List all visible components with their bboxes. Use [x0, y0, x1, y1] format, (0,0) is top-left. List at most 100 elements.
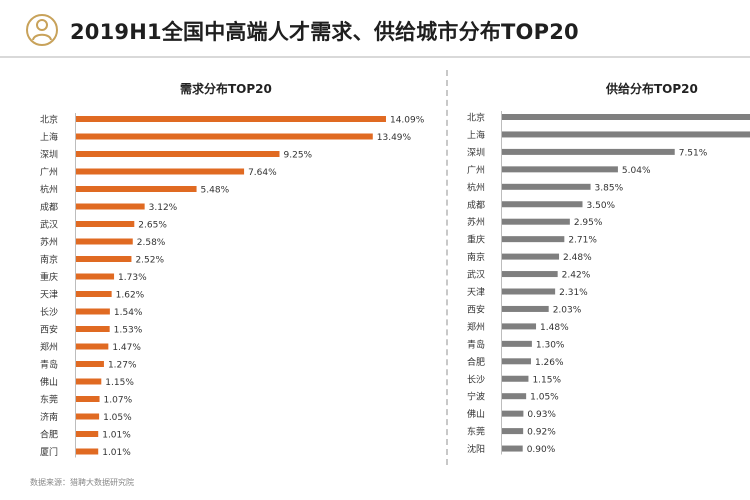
- bar: [502, 253, 560, 260]
- category-label: 深圳: [40, 150, 58, 161]
- bar: [502, 305, 549, 312]
- demand-bar-chart: 北京 14.09% 上海 13.49% 深圳 9.25% 广州 7.64% 杭州 5.48% 成都 3…: [40, 113, 425, 458]
- category-label: 东莞: [40, 394, 58, 406]
- bar: [76, 291, 112, 297]
- value-label: 0.90%: [527, 445, 556, 455]
- value-label: 1.15%: [532, 375, 561, 385]
- bar: [76, 396, 100, 402]
- bar: [502, 183, 591, 190]
- bar: [502, 410, 524, 417]
- category-label: 苏州: [467, 216, 485, 228]
- value-label: 2.71%: [568, 236, 597, 246]
- category-label: 深圳: [467, 147, 485, 158]
- bar: [502, 201, 583, 208]
- value-label: 1.62%: [116, 291, 145, 301]
- value-label: 1.53%: [114, 326, 143, 336]
- category-label: 成都: [467, 199, 485, 211]
- category-label: 杭州: [40, 184, 58, 196]
- value-label: 3.50%: [587, 201, 616, 211]
- value-label: 2.52%: [135, 256, 164, 266]
- value-label: 7.51%: [679, 148, 708, 158]
- bar: [502, 271, 558, 278]
- bar: [76, 133, 373, 140]
- category-label: 北京: [40, 114, 58, 126]
- bar: [502, 288, 556, 295]
- category-label: 东莞: [467, 426, 485, 438]
- bar: [502, 323, 537, 330]
- bar: [502, 131, 750, 138]
- bar: [76, 326, 110, 332]
- category-label: 合肥: [467, 356, 485, 368]
- category-label: 重庆: [467, 234, 485, 246]
- bar: [502, 340, 532, 347]
- value-label: 7.64%: [248, 168, 277, 178]
- value-label: 2.95%: [574, 218, 603, 228]
- category-label: 长沙: [467, 373, 485, 385]
- bar: [502, 148, 675, 155]
- value-label: 2.58%: [137, 238, 166, 248]
- category-label: 西安: [467, 303, 485, 315]
- value-label: 1.05%: [103, 413, 132, 423]
- bar: [76, 361, 104, 367]
- value-label: 13.49%: [377, 133, 412, 143]
- category-label: 南京: [467, 251, 485, 263]
- category-label: 佛山: [40, 376, 58, 388]
- value-label: 1.73%: [118, 273, 147, 283]
- value-label: 1.47%: [112, 343, 141, 353]
- demand-chart-title: 需求分布TOP20: [180, 82, 272, 96]
- value-label: 2.31%: [559, 288, 588, 298]
- value-label: 1.30%: [536, 340, 565, 350]
- bar: [76, 203, 145, 210]
- value-label: 1.26%: [535, 358, 564, 368]
- category-label: 武汉: [467, 269, 485, 281]
- category-label: 厦门: [40, 446, 58, 458]
- category-label: 合肥: [40, 429, 58, 441]
- value-label: 2.03%: [553, 305, 582, 315]
- value-label: 1.01%: [102, 431, 131, 441]
- category-label: 沈阳: [467, 443, 485, 455]
- panel-divider: [446, 70, 448, 465]
- bar: [502, 218, 570, 225]
- value-label: 2.48%: [563, 253, 592, 263]
- category-label: 郑州: [467, 321, 485, 333]
- bar: [76, 273, 115, 280]
- category-label: 重庆: [40, 271, 58, 283]
- page-title: 2019H1全国中高端人才需求、供给城市分布TOP20: [70, 20, 579, 44]
- bar: [76, 168, 245, 175]
- bar: [502, 358, 531, 365]
- category-label: 杭州: [467, 181, 485, 193]
- person-icon: [26, 14, 58, 46]
- bar: [502, 428, 524, 435]
- bar: [76, 221, 135, 227]
- category-label: 郑州: [40, 341, 58, 353]
- category-label: 成都: [40, 201, 58, 213]
- header: 2019H1全国中高端人才需求、供给城市分布TOP20: [0, 0, 750, 62]
- bar: [76, 308, 110, 315]
- category-label: 青岛: [467, 338, 485, 350]
- value-label: 1.54%: [114, 308, 143, 318]
- value-label: 1.27%: [108, 361, 137, 371]
- bar: [76, 413, 100, 420]
- header-rule: [0, 56, 750, 58]
- value-label: 5.04%: [622, 166, 651, 176]
- value-label: 14.09%: [390, 116, 425, 126]
- value-label: 2.65%: [138, 221, 167, 231]
- source-note: 数据来源：猎聘大数据研究院: [30, 478, 134, 487]
- category-label: 上海: [40, 131, 58, 143]
- value-label: 0.92%: [527, 428, 556, 438]
- supply-chart-title: 供给分布TOP20: [606, 82, 698, 96]
- bar: [502, 393, 527, 400]
- bar: [76, 378, 102, 385]
- value-label: 5.48%: [201, 186, 230, 196]
- category-label: 南京: [40, 254, 58, 266]
- bar: [76, 256, 132, 262]
- category-label: 上海: [467, 129, 485, 141]
- value-label: 1.15%: [105, 378, 134, 388]
- value-label: 1.48%: [540, 323, 569, 333]
- category-label: 苏州: [40, 236, 58, 248]
- value-label: 0.93%: [527, 410, 556, 420]
- category-label: 广州: [467, 164, 485, 176]
- bar: [76, 448, 99, 455]
- value-label: 1.07%: [104, 396, 133, 406]
